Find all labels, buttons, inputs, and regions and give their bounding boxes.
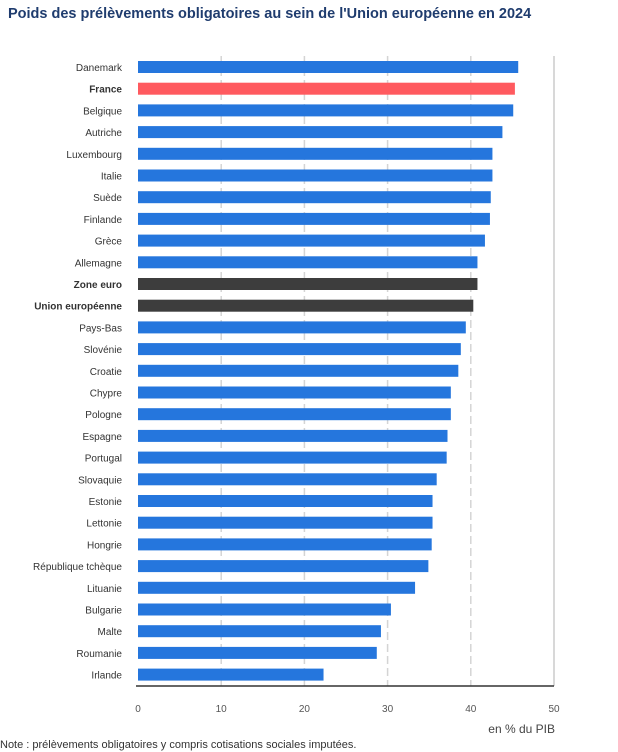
- bar-irlande: [138, 668, 324, 681]
- category-label: Irlande: [91, 671, 122, 682]
- bar-malte: [138, 625, 381, 638]
- bar-estonie: [138, 495, 433, 507]
- bar-zone-euro: [138, 278, 478, 290]
- category-label: Allemagne: [75, 258, 123, 269]
- category-label: Bulgarie: [85, 606, 122, 617]
- chart-note: Note : prélèvements obligatoires y compr…: [0, 739, 357, 751]
- category-label: Union européenne: [34, 302, 122, 313]
- category-label: Lituanie: [87, 584, 122, 595]
- bar-pologne: [138, 408, 451, 421]
- category-label: Italie: [101, 172, 123, 183]
- bar-lituanie: [138, 581, 416, 594]
- bar-espagne: [138, 429, 448, 442]
- category-label: Espagne: [83, 432, 123, 443]
- category-label: Malte: [98, 627, 123, 638]
- category-label: République tchèque: [33, 562, 122, 573]
- bar-chypre: [138, 386, 451, 399]
- category-label: Hongrie: [87, 540, 122, 551]
- bar-chart: 0 10 20 30 40 50 Danemark France Belgique Autrich…: [33, 56, 560, 736]
- category-label: Portugal: [85, 454, 122, 465]
- category-label: Chypre: [90, 389, 123, 400]
- category-label: Autriche: [85, 128, 122, 139]
- x-tick-label: 10: [216, 704, 228, 715]
- category-label: Luxembourg: [66, 150, 122, 161]
- x-tick-label: 20: [299, 704, 311, 715]
- category-label: Danemark: [76, 63, 123, 74]
- bar-pays-bas: [138, 321, 466, 334]
- bar-portugal: [138, 451, 447, 464]
- bar-allemagne: [138, 256, 478, 269]
- category-label: Slovaquie: [78, 475, 122, 486]
- category-label: Pays-Bas: [79, 323, 122, 334]
- x-tick-label: 40: [465, 704, 477, 715]
- category-label: France: [89, 85, 122, 96]
- chart-title: Poids des prélèvements obligatoires au s…: [8, 6, 532, 22]
- x-tick-label: 30: [382, 704, 394, 715]
- category-label: Roumanie: [76, 649, 122, 660]
- bar-gr-ce: [138, 234, 485, 247]
- bar-belgique: [138, 104, 514, 117]
- bar-italie: [138, 169, 493, 182]
- bar-su-de: [138, 191, 491, 204]
- bar-bulgarie: [138, 603, 391, 616]
- bar-union-europ-enne: [138, 299, 474, 312]
- bar-r-publique-tch-que: [138, 560, 429, 573]
- category-label: Zone euro: [74, 280, 122, 291]
- bar-luxembourg: [138, 147, 493, 160]
- category-label: Croatie: [90, 367, 123, 378]
- category-label: Lettonie: [86, 519, 122, 530]
- category-label: Suède: [93, 193, 122, 204]
- bar-slov-nie: [138, 343, 461, 356]
- bar-hongrie: [138, 538, 432, 551]
- bar-autriche: [138, 126, 503, 139]
- category-label: Pologne: [85, 410, 122, 421]
- bar-slovaquie: [138, 473, 437, 486]
- category-label: Grèce: [95, 237, 123, 248]
- bar-roumanie: [138, 646, 377, 659]
- category-label: Belgique: [83, 106, 122, 117]
- bar-finlande: [138, 212, 490, 225]
- category-label: Slovénie: [84, 345, 123, 356]
- bar-lettonie: [138, 516, 433, 529]
- bar-croatie: [138, 364, 459, 377]
- bar-danemark: [138, 61, 519, 73]
- x-tick-label: 50: [548, 704, 560, 715]
- bar-france: [138, 82, 515, 95]
- category-label: Estonie: [89, 497, 123, 508]
- x-tick-label: 0: [135, 704, 141, 715]
- category-label: Finlande: [84, 215, 123, 226]
- x-axis-label: en % du PIB: [488, 722, 555, 736]
